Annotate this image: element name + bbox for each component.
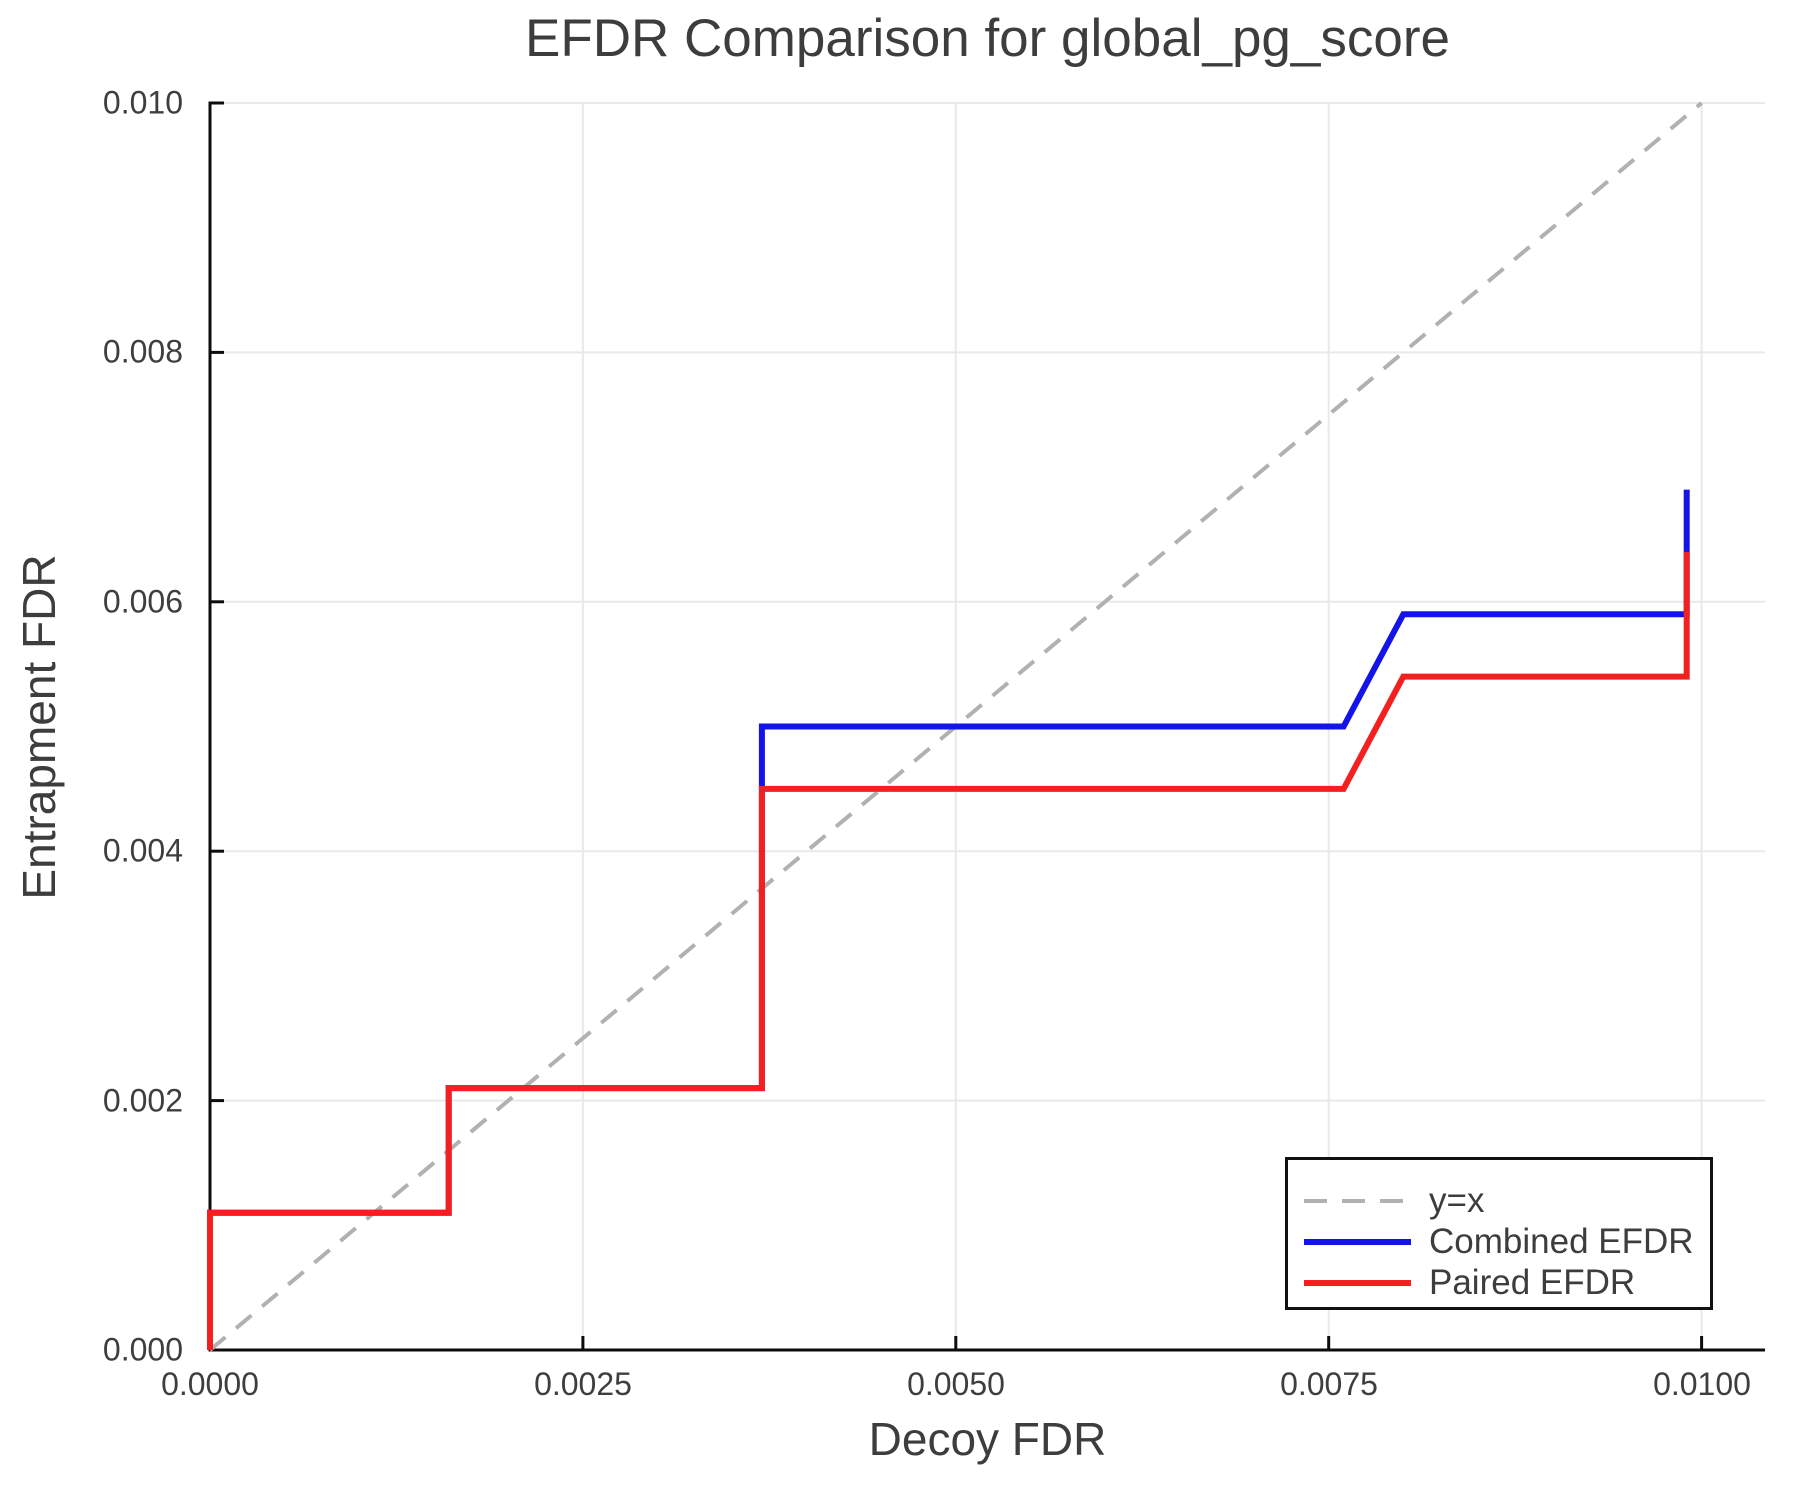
y-tick-label: 0.008 [102, 333, 183, 370]
x-tick-label: 0.0075 [1280, 1366, 1378, 1402]
legend-item-identity: y=x [1304, 1180, 1710, 1221]
x-tick-label: 0.0100 [1653, 1366, 1751, 1402]
y-tick-label: 0.010 [102, 84, 183, 121]
legend-label: Paired EFDR [1429, 1262, 1636, 1302]
x-axis-label: Decoy FDR [868, 1413, 1107, 1465]
x-tick-label: 0.0000 [161, 1366, 259, 1402]
x-tick-label: 0.0025 [534, 1366, 632, 1402]
chart-title: EFDR Comparison for global_pg_score [525, 9, 1450, 68]
y-tick-label: 0.002 [102, 1082, 183, 1119]
identity-line [208, 101, 1703, 1352]
x-tick-label: 0.0050 [907, 1366, 1005, 1402]
paired-line-sample-icon [1304, 1279, 1411, 1286]
legend-item-combined: Combined EFDR [1304, 1221, 1710, 1262]
y-tick-label: 0.000 [102, 1331, 183, 1368]
identity-line-sample-icon [1304, 1198, 1411, 1203]
legend-label: y=x [1429, 1180, 1485, 1220]
legend-item-paired: Paired EFDR [1304, 1262, 1710, 1303]
combined-line-sample-icon [1304, 1238, 1411, 1245]
y-tick-label: 0.006 [102, 583, 183, 620]
paired-efdr-line [207, 551, 1690, 1350]
legend-label: Combined EFDR [1429, 1221, 1694, 1261]
y-tick-label: 0.004 [102, 832, 183, 869]
legend: y=x Combined EFDR Paired EFDR [1285, 1157, 1713, 1310]
